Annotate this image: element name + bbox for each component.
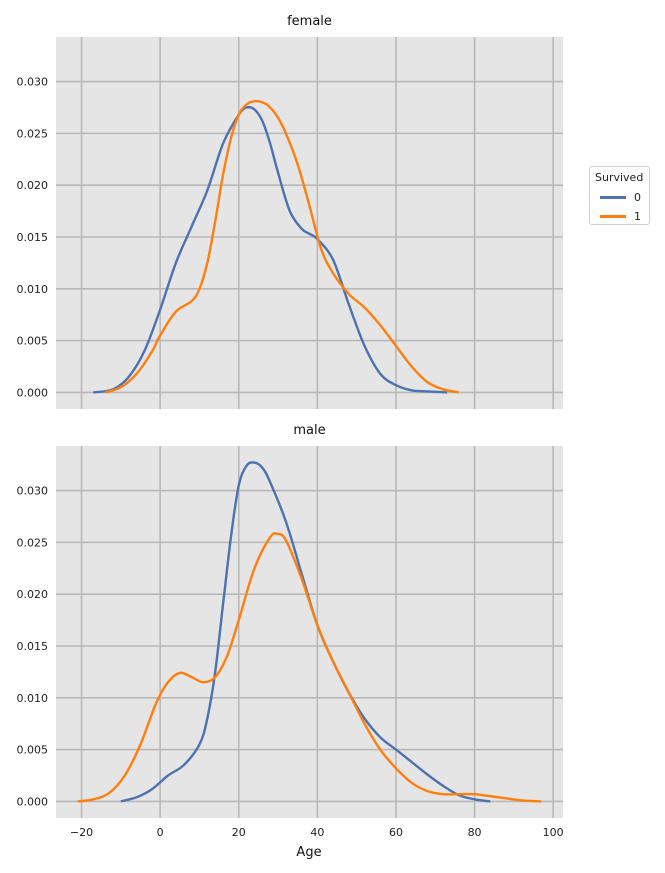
legend-title: Survived [595, 171, 644, 184]
x-tick-label: 100 [543, 826, 564, 839]
x-axis-label: Age [296, 845, 321, 860]
kde-curve-survived-1 [104, 99, 460, 394]
legend-entry-0: 0 [600, 190, 641, 204]
legend-label: 0 [634, 190, 641, 204]
y-tick-labels: 0.000 0.005 0.010 0.015 0.020 0.025 0.030 [17, 76, 49, 400]
y-tick-label: 0.020 [17, 179, 49, 192]
kde-curve-survived-1 [77, 532, 542, 803]
panel-title: female [287, 14, 332, 29]
y-tick-label: 0.005 [17, 744, 49, 757]
density-curves [93, 99, 460, 394]
kde-curve-survived-0 [120, 461, 491, 803]
plot-area [56, 37, 563, 409]
kde-curve-survived-0 [93, 105, 448, 394]
gridlines [56, 446, 563, 818]
y-tick-label: 0.015 [17, 231, 49, 244]
x-tick-label: −20 [70, 826, 93, 839]
y-tick-label: 0.015 [17, 640, 49, 653]
y-tick-label: 0.030 [17, 485, 49, 498]
panel-female: 0.000 0.005 0.010 0.015 0.020 0.025 0.030 fema… [17, 14, 563, 409]
panel-male: 0.000 0.005 0.010 0.015 0.020 0.025 0.030 −20 0… [17, 423, 564, 839]
y-tick-label: 0.025 [17, 127, 49, 140]
legend-swatch [600, 195, 626, 199]
legend-label: 1 [634, 209, 641, 223]
y-tick-label: 0.010 [17, 283, 49, 296]
y-tick-label: 0.025 [17, 536, 49, 549]
y-tick-label: 0.030 [17, 76, 49, 89]
x-tick-labels: −20 0 20 40 60 80 100 [70, 826, 564, 839]
panel-title: male [293, 423, 325, 438]
density-curves [77, 461, 542, 803]
gridlines [56, 37, 563, 409]
legend: Survived 0 1 [589, 166, 650, 225]
plot-area [56, 446, 563, 818]
y-tick-label: 0.005 [17, 335, 49, 348]
x-tick-label: 20 [232, 826, 246, 839]
x-tick-label: 40 [310, 826, 324, 839]
y-tick-label: 0.000 [17, 386, 49, 399]
x-tick-label: 80 [468, 826, 482, 839]
y-tick-label: 0.010 [17, 692, 49, 705]
x-tick-label: 0 [157, 826, 164, 839]
y-tick-label: 0.000 [17, 795, 49, 808]
x-tick-label: 60 [389, 826, 403, 839]
y-tick-label: 0.020 [17, 588, 49, 601]
legend-entry-1: 1 [600, 209, 641, 223]
y-tick-labels: 0.000 0.005 0.010 0.015 0.020 0.025 0.030 [17, 485, 49, 809]
legend-swatch [600, 214, 626, 218]
